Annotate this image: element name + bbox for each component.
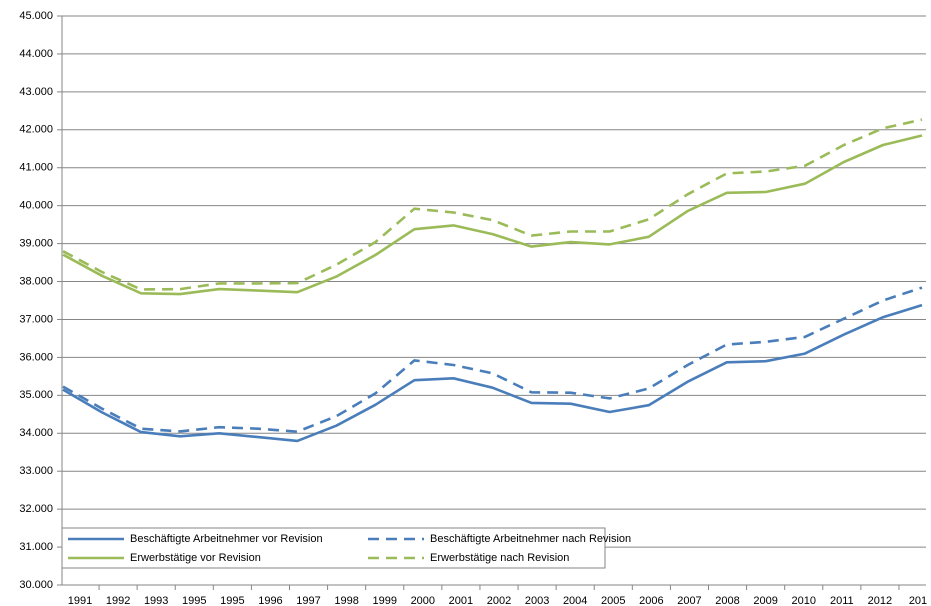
x-tick-label: 2005	[601, 595, 625, 606]
y-tick-label: 45.000	[19, 10, 53, 22]
y-tick-label: 31.000	[19, 541, 53, 553]
y-tick-label: 39.000	[19, 238, 53, 250]
series-line	[62, 118, 923, 291]
legend-label: Erwerbstätige vor Revision	[130, 552, 261, 564]
y-tick-label: 42.000	[19, 124, 53, 136]
x-tick-label: 1991	[68, 595, 92, 606]
x-tick-label: 2009	[753, 595, 777, 606]
y-tick-label: 40.000	[19, 200, 53, 212]
x-tick-label: 2002	[487, 595, 511, 606]
x-tick-label: 1995	[220, 595, 244, 606]
y-tick-label: 41.000	[19, 162, 53, 174]
x-tick-label: 1997	[296, 595, 320, 606]
y-tick-label: 33.000	[19, 465, 53, 477]
x-tick-label: 2008	[715, 595, 739, 606]
y-tick-label: 44.000	[19, 48, 53, 60]
x-tick-label: 1992	[106, 595, 130, 606]
series-line	[62, 286, 923, 433]
x-tick-label: 1993	[144, 595, 168, 606]
series-line	[62, 303, 923, 443]
x-tick-label: 1996	[258, 595, 282, 606]
x-tick-label: 201	[909, 595, 927, 606]
y-tick-label: 38.000	[19, 275, 53, 287]
y-tick-label: 30.000	[19, 579, 53, 591]
legend-label: Erwerbstätige nach Revision	[430, 552, 569, 564]
x-tick-label: 2000	[411, 595, 435, 606]
y-tick-label: 34.000	[19, 427, 53, 439]
series-line	[62, 134, 923, 296]
y-tick-label: 35.000	[19, 389, 53, 401]
legend-label: Beschäftigte Arbeitnehmer nach Revision	[430, 533, 631, 545]
x-tick-label: 2001	[449, 595, 473, 606]
x-tick-label: 2003	[525, 595, 549, 606]
x-tick-label: 1999	[372, 595, 396, 606]
x-tick-label: 1998	[334, 595, 358, 606]
legend-box	[61, 527, 606, 569]
legend-label: Beschäftigte Arbeitnehmer vor Revision	[130, 533, 323, 545]
y-tick-label: 43.000	[19, 86, 53, 98]
y-tick-label: 32.000	[19, 503, 53, 515]
y-tick-label: 36.000	[19, 351, 53, 363]
y-tick-label: 37.000	[19, 313, 53, 325]
x-tick-label: 2004	[563, 595, 587, 606]
legend: Beschäftigte Arbeitnehmer vor Revision Be…	[61, 527, 631, 569]
x-tick-label: 2010	[791, 595, 815, 606]
x-tick-label: 1995	[182, 595, 206, 606]
x-tick-label: 2011	[830, 595, 854, 606]
x-tick-label: 2007	[677, 595, 701, 606]
x-tick-label: 2006	[639, 595, 663, 606]
x-tick-label: 2012	[868, 595, 892, 606]
